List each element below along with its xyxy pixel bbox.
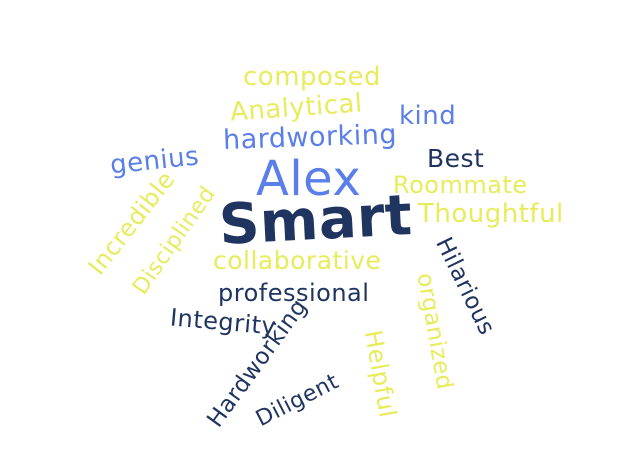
word-integrity: Integrity — [168, 303, 278, 341]
word-composed: composed — [243, 62, 381, 92]
word-alex: Alex — [256, 151, 362, 207]
word-hardworking-lower: hardworking — [222, 118, 398, 157]
word-collaborative: collaborative — [213, 246, 382, 275]
word-best: Best — [427, 144, 485, 173]
word-organized: organized — [411, 270, 458, 392]
word-kind: kind — [399, 101, 457, 131]
word-diligent: Diligent — [251, 369, 343, 432]
word-smart: Smart — [217, 182, 414, 259]
word-helpful: Helpful — [358, 327, 402, 421]
word-professional: professional — [218, 279, 370, 307]
word-thoughtful: Thoughtful — [418, 199, 564, 229]
word-roommate: Roommate — [393, 171, 528, 199]
